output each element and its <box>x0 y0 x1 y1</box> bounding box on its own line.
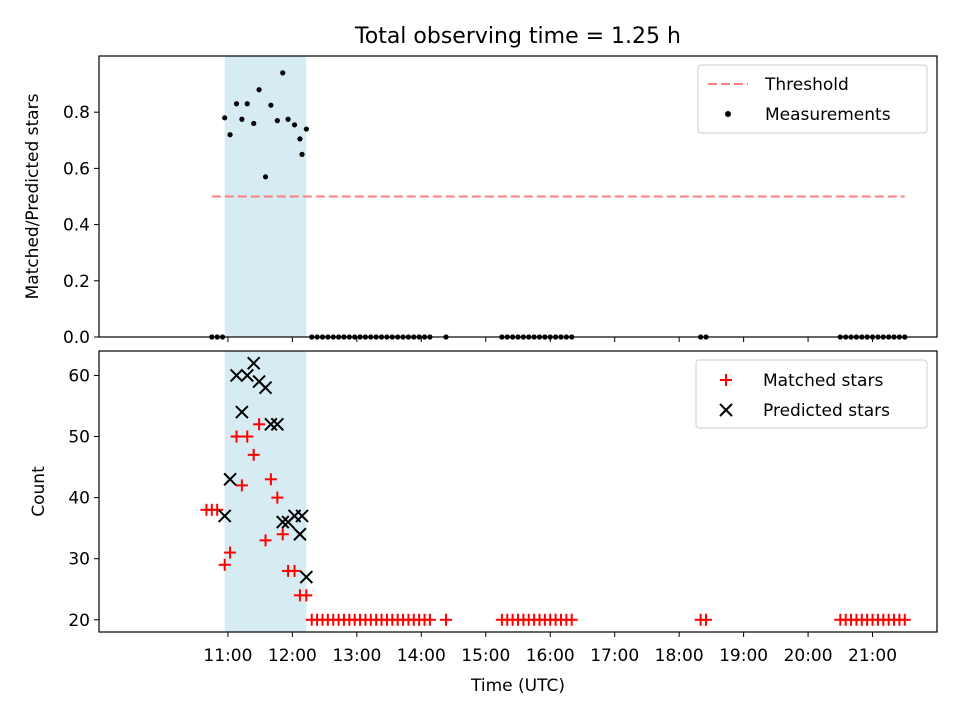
top-axes-frame <box>98 55 938 338</box>
legend-predicted-swatch <box>719 403 733 417</box>
bottom-x-ticks: 11:00 12:00 13:00 14:00 15:00 16:00 17:00 18:00… <box>203 632 897 666</box>
top-y-axis-label: Matched/Predicted stars <box>23 93 43 299</box>
predicted-star-marker <box>270 417 285 432</box>
top-panel: 0.00.20.40.60.8 Matched/Predicted stars … <box>23 55 938 348</box>
measurement-point <box>262 174 269 180</box>
matched-star-marker <box>271 491 284 504</box>
measurement-point <box>244 101 250 107</box>
bottom-legend: Matched stars Predicted stars <box>695 359 928 429</box>
x-tick-label: 16:00 <box>526 646 575 666</box>
predicted-star-marker <box>240 368 254 383</box>
legend-predicted-label: Predicted stars <box>763 401 890 421</box>
x-tick-label: 15:00 <box>461 646 510 666</box>
bottom-panel: 20 30 40 50 60 11:00 12:00 13:00 14:00 15:00 16:0… <box>29 350 938 696</box>
matched-star-marker <box>300 589 313 602</box>
matched-stars-points <box>200 418 911 626</box>
legend-threshold-label: Threshold <box>764 75 849 95</box>
matched-star-marker <box>264 473 277 486</box>
matched-star-marker <box>700 613 713 626</box>
matched-star-marker <box>440 613 453 626</box>
measurement-point <box>297 136 303 142</box>
top-y-ticks: 0.0 0.2 0.4 0.6 0.8 <box>63 103 99 348</box>
top-legend: Threshold Measurements <box>697 64 928 134</box>
measurement-point <box>239 116 245 122</box>
bottom-y-ticks: 20 30 40 50 60 <box>68 366 99 631</box>
bottom-y-tick-label: 20 <box>68 611 90 631</box>
predicted-star-marker <box>264 417 278 432</box>
x-tick-label: 17:00 <box>590 646 639 666</box>
measurement-point <box>256 87 262 93</box>
bottom-y-tick-label: 60 <box>68 366 90 386</box>
matched-star-marker <box>288 564 301 577</box>
bottom-y-tick-label: 30 <box>68 550 90 570</box>
matched-star-marker <box>276 528 289 541</box>
top-legend-box <box>697 64 928 134</box>
measurement-point <box>268 102 274 108</box>
predicted-star-marker <box>299 570 314 584</box>
x-axis-label: Time (UTC) <box>470 676 565 696</box>
matched-star-marker <box>230 430 243 443</box>
matched-star-marker <box>898 613 911 626</box>
top-y-tick-label: 0.6 <box>63 159 90 179</box>
measurement-point <box>274 118 280 124</box>
measurement-point <box>280 70 286 76</box>
top-y-tick-label: 0.8 <box>63 103 90 123</box>
predicted-star-marker <box>217 509 232 523</box>
top-y-tick-label: 0.0 <box>63 328 90 348</box>
matched-star-marker <box>423 613 436 626</box>
measurement-point <box>227 132 233 138</box>
measurement-point <box>285 116 291 122</box>
predicted-star-marker <box>293 527 307 541</box>
chart-title: Total observing time = 1.25 h <box>354 24 681 49</box>
top-y-tick-label: 0.2 <box>63 272 90 292</box>
predicted-star-marker <box>295 509 309 523</box>
matched-star-marker <box>224 546 237 559</box>
legend-measurements-swatch <box>725 111 731 117</box>
measurement-point <box>233 101 240 107</box>
bottom-highlight-span <box>224 351 307 632</box>
measurement-point <box>299 151 305 157</box>
matched-star-marker <box>218 558 231 571</box>
x-tick-label: 19:00 <box>719 646 768 666</box>
bottom-legend-box <box>695 359 928 429</box>
x-tick-label: 11:00 <box>203 646 252 666</box>
legend-matched-label: Matched stars <box>763 371 883 391</box>
x-tick-label: 21:00 <box>848 646 897 666</box>
matched-star-marker <box>259 534 272 547</box>
bottom-y-tick-label: 50 <box>68 428 90 448</box>
bottom-axes-frame <box>98 350 938 633</box>
legend-measurements-label: Measurements <box>765 105 891 125</box>
matched-star-marker <box>235 479 248 492</box>
measurement-point <box>222 115 228 121</box>
predicted-stars-points <box>217 356 314 584</box>
matched-star-marker <box>211 503 224 516</box>
predicted-star-marker <box>229 368 244 383</box>
bottom-y-axis-label: Count <box>29 466 49 517</box>
x-tick-label: 18:00 <box>655 646 704 666</box>
matched-star-marker <box>253 418 266 431</box>
matched-star-marker <box>247 448 260 461</box>
predicted-star-marker <box>223 472 237 486</box>
x-tick-label: 13:00 <box>332 646 381 666</box>
bottom-y-tick-label: 40 <box>68 489 90 509</box>
x-tick-label: 12:00 <box>268 646 317 666</box>
measurement-point <box>303 126 309 132</box>
measurement-point <box>291 122 298 128</box>
predicted-star-marker <box>276 515 290 529</box>
matched-star-marker <box>565 613 578 626</box>
matched-star-marker <box>241 430 254 443</box>
top-y-tick-label: 0.4 <box>63 216 90 236</box>
measurement-point <box>251 120 257 127</box>
x-tick-label: 14:00 <box>397 646 446 666</box>
predicted-star-marker <box>258 380 273 395</box>
predicted-star-marker <box>235 405 249 419</box>
x-tick-label: 20:00 <box>784 646 833 666</box>
legend-matched-swatch <box>720 374 732 386</box>
predicted-star-marker <box>247 356 261 370</box>
